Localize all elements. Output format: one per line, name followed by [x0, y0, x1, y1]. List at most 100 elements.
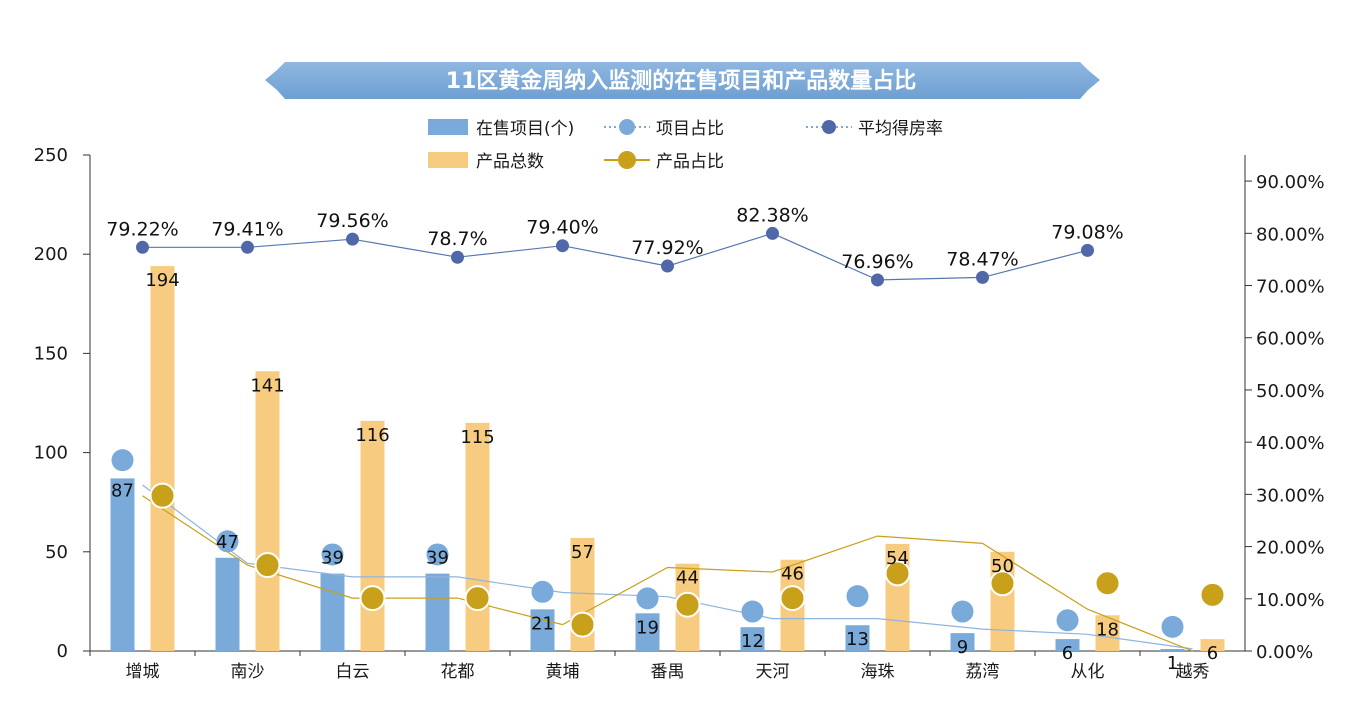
line-project-share	[142, 484, 1193, 650]
label-products: 18	[1096, 619, 1119, 640]
category-label: 增城	[126, 662, 160, 682]
label-projects: 87	[111, 480, 134, 501]
label-avg-rate: 79.22%	[106, 218, 178, 240]
marker-avg-rate	[1081, 243, 1094, 257]
legend-marker-project-share	[619, 119, 635, 135]
line-product-share	[142, 495, 1193, 652]
left-tick-label: 50	[45, 542, 68, 563]
category-label: 越秀	[1176, 662, 1210, 682]
label-avg-rate: 78.47%	[946, 248, 1018, 270]
legend-label-avg-rate: 平均得房率	[858, 119, 943, 139]
legend-marker-product-share	[618, 151, 636, 169]
left-tick-label: 250	[34, 145, 68, 166]
marker-avg-rate	[346, 232, 359, 246]
bar-products	[360, 420, 385, 651]
bar-products	[150, 266, 175, 651]
label-avg-rate: 79.40%	[526, 217, 598, 239]
label-projects: 39	[321, 548, 344, 569]
label-projects: 9	[957, 637, 968, 658]
legend-swatch-products	[428, 152, 468, 168]
right-tick-label: 0.00%	[1256, 642, 1313, 663]
data-labels: 87 47 39 39 21 19 12 13 9 6 1 194 141 116 115 57 44 46 54 5…	[106, 204, 1218, 674]
label-products: 50	[991, 556, 1014, 577]
label-projects: 13	[846, 629, 869, 650]
legend-item-product-share: 产品占比	[604, 151, 724, 172]
legend-item-products: 产品总数	[428, 152, 544, 172]
marker-product-share	[1094, 570, 1121, 597]
marker-project-share	[111, 449, 134, 472]
marker-product-share	[359, 585, 386, 612]
label-projects: 39	[426, 548, 449, 569]
bar-products	[465, 422, 490, 651]
marker-project-share	[1056, 609, 1079, 632]
marker-project-share	[846, 585, 869, 608]
label-avg-rate: 77.92%	[631, 237, 703, 259]
bar-products	[990, 551, 1015, 651]
marker-product-share	[989, 570, 1016, 597]
bar-projects	[635, 613, 660, 651]
legend-item-projects: 在售项目(个)	[428, 119, 574, 139]
marker-avg-rate	[871, 273, 884, 287]
legend-label-projects: 在售项目(个)	[476, 119, 574, 139]
legend-label-products: 产品总数	[476, 152, 544, 172]
bar-projects	[740, 627, 765, 651]
label-projects: 21	[531, 613, 554, 634]
marker-avg-rate	[556, 239, 569, 253]
label-products: 194	[145, 270, 179, 291]
right-tick-label: 80.00%	[1256, 224, 1325, 245]
right-tick-label: 40.00%	[1256, 433, 1325, 454]
marker-project-share	[636, 587, 659, 610]
label-products: 57	[571, 542, 594, 563]
category-label: 从化	[1071, 662, 1105, 682]
bar-projects	[215, 557, 240, 651]
marker-avg-rate	[241, 240, 254, 254]
label-projects: 47	[216, 532, 239, 553]
bar-projects	[425, 573, 450, 651]
bar-products	[255, 371, 280, 651]
marker-avg-rate	[136, 240, 149, 254]
marker-project-share	[741, 600, 764, 623]
bars	[110, 266, 1225, 651]
marker-product-share	[569, 611, 596, 638]
category-label: 海珠	[861, 662, 895, 682]
label-avg-rate: 79.41%	[211, 218, 283, 240]
marker-avg-rate	[976, 270, 989, 284]
category-label: 黄埔	[546, 662, 580, 682]
left-tick-label: 100	[34, 443, 68, 464]
right-axis-ticks: 0.00% 10.00% 20.00% 30.00% 40.00% 50.00% 60.00…	[1245, 172, 1325, 663]
marker-product-share	[884, 560, 911, 587]
marker-avg-rate	[766, 226, 779, 240]
bar-projects	[320, 573, 345, 651]
marker-project-share	[531, 580, 554, 603]
left-tick-label: 0	[57, 641, 68, 662]
label-products: 6	[1207, 643, 1218, 664]
bar-products	[1200, 639, 1225, 651]
category-label: 天河	[756, 662, 790, 682]
right-tick-label: 20.00%	[1256, 538, 1325, 559]
right-tick-label: 60.00%	[1256, 329, 1325, 350]
lines	[111, 226, 1226, 652]
legend-label-project-share: 项目占比	[656, 119, 724, 139]
label-avg-rate: 76.96%	[841, 251, 913, 273]
legend-swatch-projects	[428, 119, 468, 135]
label-projects: 19	[636, 617, 659, 638]
label-avg-rate: 82.38%	[736, 204, 808, 226]
right-tick-label: 70.00%	[1256, 277, 1325, 298]
marker-product-share	[779, 585, 806, 612]
right-tick-label: 90.00%	[1256, 172, 1325, 193]
marker-product-share	[254, 552, 281, 579]
category-label: 番禺	[651, 662, 685, 682]
bar-projects	[110, 478, 135, 651]
title-banner-shape	[265, 62, 1100, 99]
left-tick-label: 150	[34, 343, 68, 364]
label-avg-rate: 79.56%	[316, 210, 388, 232]
chart-title: 11区黄金周纳入监测的在售项目和产品数量占比	[446, 68, 917, 94]
label-products: 54	[886, 548, 909, 569]
right-tick-label: 50.00%	[1256, 381, 1325, 402]
marker-product-share	[464, 585, 491, 612]
label-projects: 1	[1167, 653, 1178, 674]
marker-project-share	[216, 530, 239, 553]
legend-item-project-share: 项目占比	[604, 119, 724, 139]
marker-avg-rate	[661, 259, 674, 273]
